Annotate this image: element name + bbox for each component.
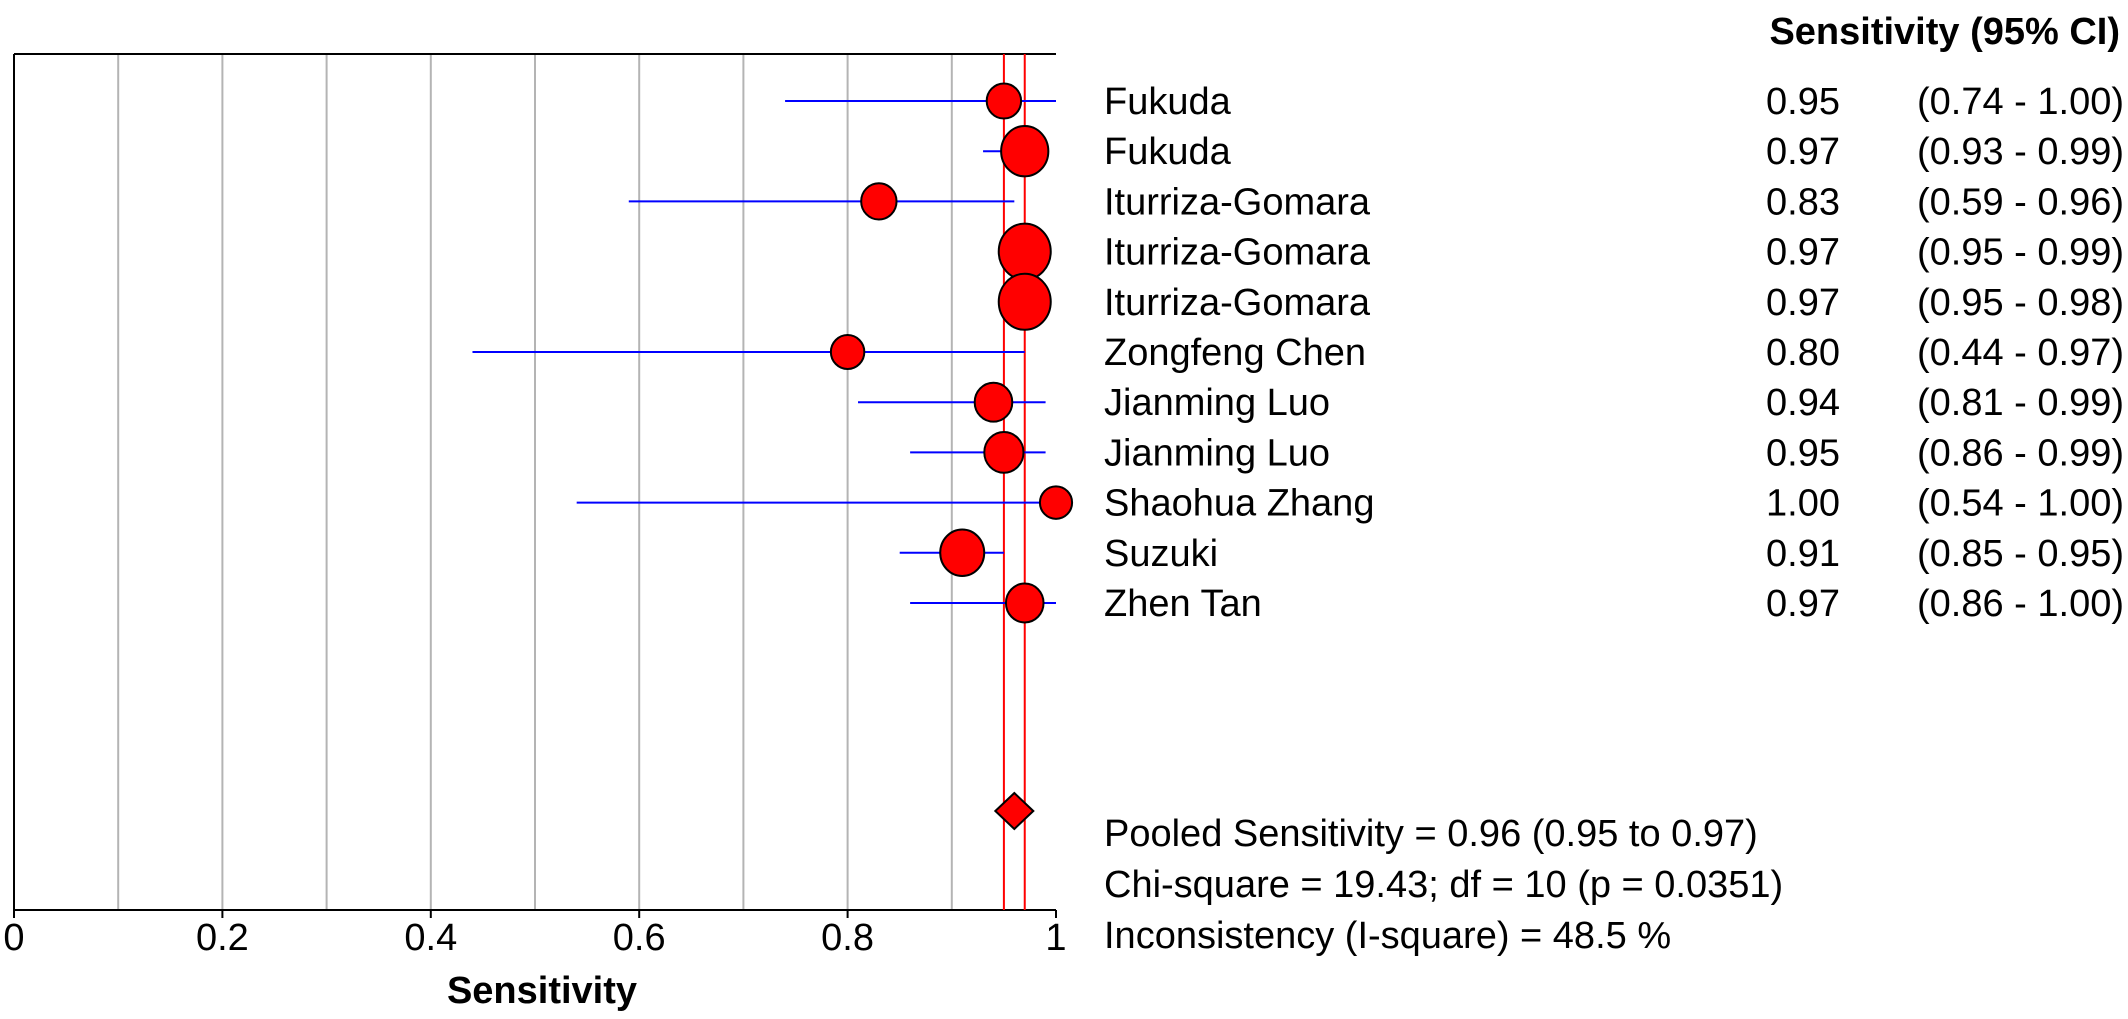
study-estimate: 0.95 xyxy=(1766,432,1840,474)
x-tick-label: 0.4 xyxy=(404,917,457,959)
summary-line: Pooled Sensitivity = 0.96 (0.95 to 0.97) xyxy=(1104,813,1758,855)
study-ci: (0.86 - 0.99) xyxy=(1917,432,2124,474)
column-header: Sensitivity (95% CI) xyxy=(1769,11,2120,53)
pooled-diamond xyxy=(993,791,1035,831)
study-estimate: 0.95 xyxy=(1766,81,1840,123)
study-ci: (0.44 - 0.97) xyxy=(1917,332,2124,374)
study-estimate: 0.97 xyxy=(1766,131,1840,173)
study-estimate: 0.94 xyxy=(1766,382,1840,424)
study-ci: (0.74 - 1.00) xyxy=(1917,81,2124,123)
study-estimate: 0.83 xyxy=(1766,181,1840,223)
study-marker xyxy=(973,381,1014,423)
x-tick-label: 1 xyxy=(1045,917,1066,959)
study-markers xyxy=(472,82,1074,831)
study-estimate: 0.97 xyxy=(1766,232,1840,274)
x-tick-label: 0.2 xyxy=(196,917,249,959)
study-ci: (0.59 - 0.96) xyxy=(1917,181,2124,223)
study-name: Zhen Tan xyxy=(1104,583,1262,625)
grid-lines xyxy=(117,54,953,910)
study-marker xyxy=(983,431,1025,474)
summary-line: Chi-square = 19.43; df = 10 (p = 0.0351) xyxy=(1104,864,1783,906)
pooled-ci-lines xyxy=(1002,54,1026,910)
study-name: Iturriza-Gomara xyxy=(1104,282,1371,324)
x-tick-label: 0.6 xyxy=(613,917,666,959)
study-ci: (0.85 - 0.95) xyxy=(1917,533,2124,575)
study-estimate: 1.00 xyxy=(1766,483,1840,525)
study-ci: (0.54 - 1.00) xyxy=(1917,483,2124,525)
study-ci: (0.81 - 0.99) xyxy=(1917,382,2124,424)
study-name: Zongfeng Chen xyxy=(1104,332,1366,374)
study-ci: (0.86 - 1.00) xyxy=(1917,583,2124,625)
x-tick-label: 0 xyxy=(3,917,24,959)
study-marker xyxy=(939,528,986,578)
study-marker xyxy=(1004,582,1045,624)
study-ci: (0.95 - 0.99) xyxy=(1917,232,2124,274)
study-name: Fukuda xyxy=(1104,81,1232,123)
study-estimate: 0.97 xyxy=(1766,282,1840,324)
x-axis-ticks: 0 0.2 0.4 0.6 0.8 1 xyxy=(3,910,1067,959)
study-marker xyxy=(997,222,1052,281)
study-estimate: 0.80 xyxy=(1766,332,1840,374)
study-estimate: 0.91 xyxy=(1766,533,1840,575)
study-name: Jianming Luo xyxy=(1104,432,1330,474)
study-name: Suzuki xyxy=(1104,533,1218,575)
study-marker xyxy=(997,272,1052,331)
study-ci: (0.93 - 0.99) xyxy=(1917,131,2124,173)
study-marker xyxy=(1000,125,1050,178)
summary-stats: Pooled Sensitivity = 0.96 (0.95 to 0.97)… xyxy=(1104,813,1783,957)
study-labels: Fukuda 0.95 (0.74 - 1.00) Fukuda 0.97 (0.93 -… xyxy=(1104,81,2124,625)
study-marker xyxy=(829,334,866,370)
plot-frame xyxy=(13,53,1056,911)
study-name: Iturriza-Gomara xyxy=(1104,181,1371,223)
study-marker xyxy=(1038,485,1074,520)
study-name: Fukuda xyxy=(1104,131,1232,173)
study-ci: (0.95 - 0.98) xyxy=(1917,282,2124,324)
x-tick-label: 0.8 xyxy=(821,917,874,959)
study-estimate: 0.97 xyxy=(1766,583,1840,625)
study-marker xyxy=(985,82,1023,120)
study-name: Jianming Luo xyxy=(1104,382,1330,424)
study-name: Iturriza-Gomara xyxy=(1104,232,1371,274)
study-name: Shaohua Zhang xyxy=(1104,483,1374,525)
x-axis-label: Sensitivity xyxy=(447,970,637,1012)
study-marker xyxy=(860,182,898,221)
summary-line: Inconsistency (I-square) = 48.5 % xyxy=(1104,915,1671,957)
